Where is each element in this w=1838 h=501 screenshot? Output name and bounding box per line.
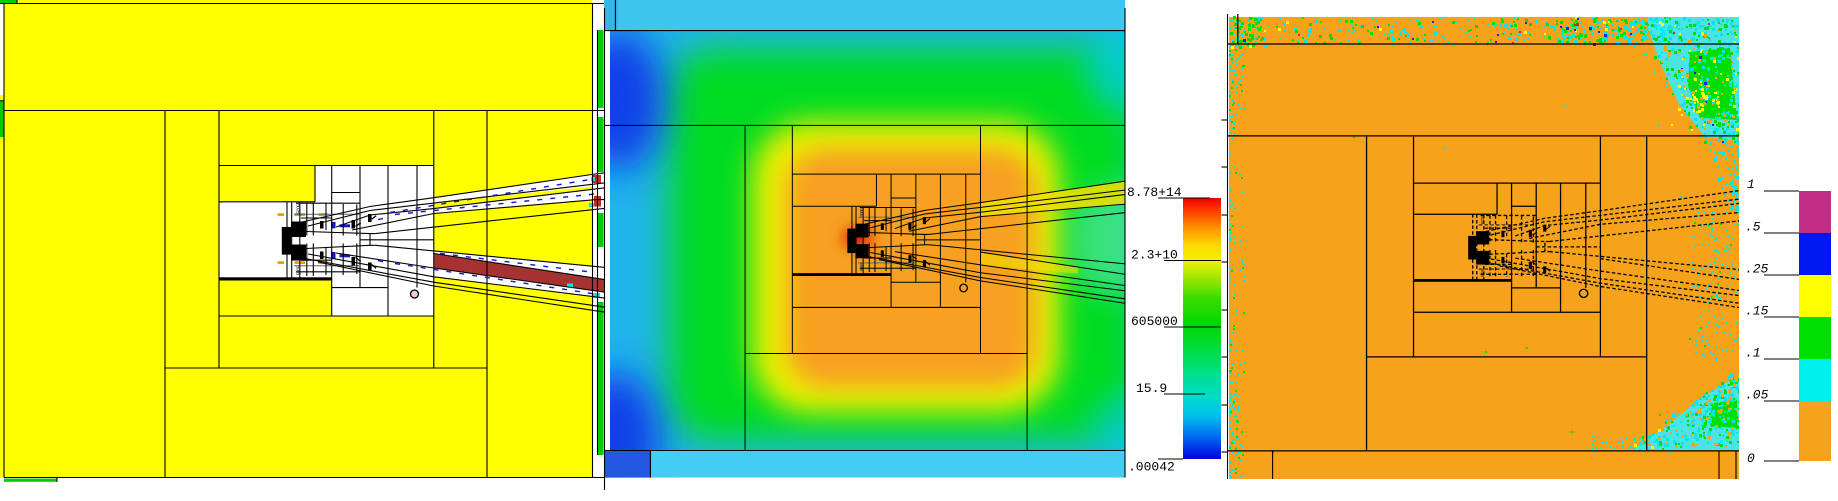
svg-text:.15: .15 — [1745, 304, 1769, 319]
svg-text:5005: 5005 — [1480, 269, 1485, 278]
svg-text:5005: 5005 — [859, 263, 864, 272]
svg-text:.00042: .00042 — [1128, 460, 1175, 475]
svg-text:5005: 5005 — [295, 204, 301, 214]
svg-text:605000: 605000 — [1131, 314, 1178, 329]
svg-text:.5: .5 — [1745, 220, 1761, 235]
svg-text:1: 1 — [1747, 177, 1755, 192]
svg-text:2.3+10: 2.3+10 — [1131, 248, 1178, 263]
svg-text:5005: 5005 — [1480, 216, 1485, 225]
svg-text:0: 0 — [1747, 451, 1755, 466]
svg-text:.1: .1 — [1745, 346, 1761, 361]
svg-text:5005: 5005 — [295, 266, 301, 276]
svg-text:8.78+14: 8.78+14 — [1127, 185, 1182, 200]
svg-text:.05: .05 — [1745, 388, 1769, 403]
svg-text:15.9: 15.9 — [1136, 381, 1167, 396]
svg-text:5005: 5005 — [859, 208, 864, 217]
svg-text:.25: .25 — [1745, 262, 1769, 277]
